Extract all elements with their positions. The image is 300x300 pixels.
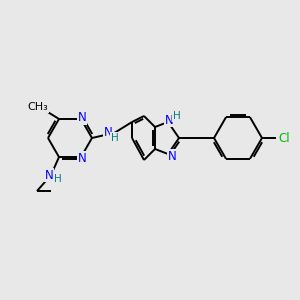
Text: N: N — [103, 127, 112, 140]
Text: H: H — [54, 174, 62, 184]
Text: N: N — [45, 169, 53, 182]
Text: Cl: Cl — [278, 131, 290, 145]
Text: N: N — [165, 113, 173, 127]
Text: H: H — [173, 111, 181, 121]
Text: CH₃: CH₃ — [28, 102, 48, 112]
Text: N: N — [168, 149, 176, 163]
Text: N: N — [78, 152, 86, 165]
Text: H: H — [111, 133, 119, 143]
Text: N: N — [78, 111, 86, 124]
